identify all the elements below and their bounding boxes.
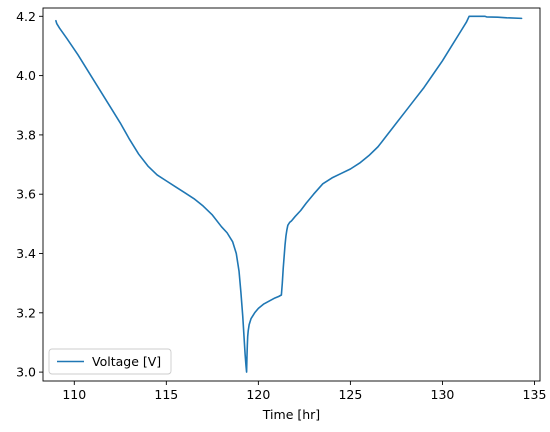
x-tick-label: 135: [523, 387, 547, 402]
x-axis-label: Time [hr]: [262, 407, 320, 422]
x-tick-label: 110: [62, 387, 86, 402]
y-tick-label: 4.0: [16, 68, 36, 83]
axes: 110 115 120 125 130 135 3.0 3.2 3.4 3.6 3.8 4.0 4.2: [16, 7, 547, 402]
legend-box: [48, 348, 172, 375]
legend: Voltage [V]: [48, 348, 172, 375]
series-line-0: [55, 15, 523, 373]
y-tick-label: 4.2: [16, 9, 36, 24]
x-tick-label: 115: [154, 387, 178, 402]
plot-area: [55, 15, 523, 373]
x-tick-label: 130: [431, 387, 455, 402]
y-tick-label: 3.2: [16, 305, 36, 320]
x-tick-label: 125: [338, 387, 362, 402]
y-tick-label: 3.4: [16, 246, 36, 261]
y-tick-label: 3.6: [16, 187, 36, 202]
y-tick-label: 3.0: [16, 365, 36, 380]
y-tick-label: 3.8: [16, 127, 36, 142]
legend-label: Voltage [V]: [92, 354, 161, 369]
x-tick-label: 120: [246, 387, 270, 402]
